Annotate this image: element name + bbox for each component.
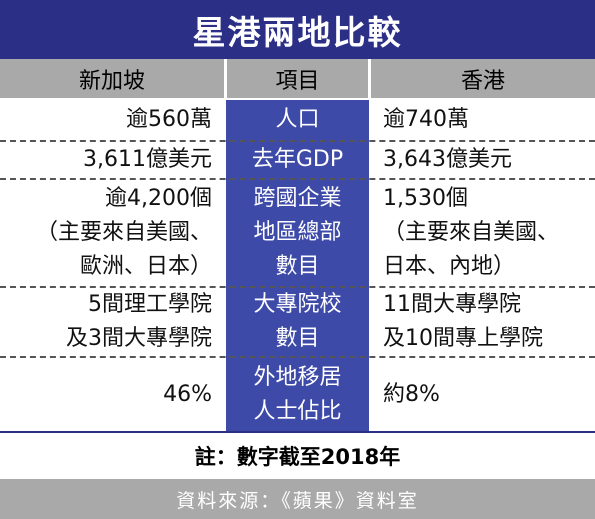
cell-singapore: 3,611億美元 [83, 147, 212, 172]
cell-singapore: 46% [163, 381, 212, 407]
table-header: 新加坡 項目 香港 [0, 59, 595, 100]
cell-hongkong: 3,643億美元 [383, 147, 512, 172]
cell-singapore: 5間理工學院 及3間大專學院 [66, 292, 212, 351]
cell-item: 大專院校 數目 [253, 292, 342, 351]
table-row: 逾4,200個 （主要來自美國、 歐洲、日本） 跨國企業 地區總部 數目 1,5… [0, 180, 595, 286]
cell-item: 人口 [275, 107, 320, 132]
cell-singapore: 逾4,200個 （主要來自美國、 歐洲、日本） [35, 186, 212, 279]
cell-singapore: 逾560萬 [126, 107, 212, 132]
row-divider [0, 140, 595, 142]
footnote: 註：數字截至2018年 [0, 431, 595, 479]
header-hongkong: 香港 [460, 68, 505, 94]
source-credit: 資料來源：《蘋果》資料室 [0, 479, 595, 519]
row-divider [0, 178, 595, 180]
header-item: 項目 [275, 68, 320, 94]
cell-item: 外地移居 人士佔比 [253, 364, 342, 424]
cell-hongkong: 1,530個 （主要來自美國、 日本、內地） [383, 186, 560, 279]
item-column-background [226, 100, 369, 431]
table-row: 逾560萬 人口 逾740萬 [0, 100, 595, 140]
table-row: 46% 外地移居 人士佔比 約8% [0, 358, 595, 431]
page-title: 星港兩地比較 [0, 0, 595, 59]
cell-item: 跨國企業 地區總部 數目 [253, 186, 342, 279]
table-row: 5間理工學院 及3間大專學院 大專院校 數目 11間大專學院 及10間專上學院 [0, 288, 595, 356]
header-divider [224, 59, 227, 98]
cell-hongkong: 11間大專學院 及10間專上學院 [383, 292, 543, 351]
table-row: 3,611億美元 去年GDP 3,643億美元 [0, 142, 595, 178]
cell-item: 去年GDP [251, 147, 344, 172]
cell-hongkong: 約8% [383, 381, 440, 407]
header-divider [368, 59, 371, 98]
header-singapore: 新加坡 [78, 68, 145, 94]
row-divider [0, 286, 595, 288]
row-divider [0, 356, 595, 358]
cell-hongkong: 逾740萬 [383, 107, 469, 132]
